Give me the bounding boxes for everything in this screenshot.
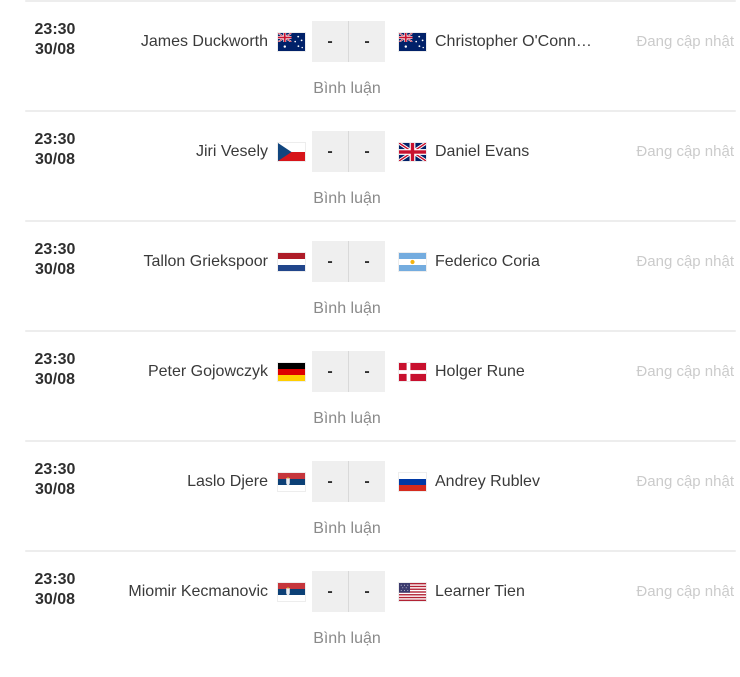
flag-germany-icon xyxy=(277,362,306,382)
match-time: 23:30 30/08 xyxy=(28,350,82,390)
score-player2: - xyxy=(364,253,370,270)
match-date: 30/08 xyxy=(34,591,76,608)
player2-name[interactable]: Andrey Rublev xyxy=(435,473,540,490)
match-row: 23:30 30/08 Jiri Vesely - - Daniel Evans… xyxy=(0,110,740,220)
score-player2: - xyxy=(364,363,370,380)
score-box: - - xyxy=(312,21,385,62)
player1-name[interactable]: Tallon Griekspoor xyxy=(143,253,269,270)
flag-russia-icon xyxy=(398,472,427,492)
match-row: 23:30 30/08 Peter Gojowczyk - - Holger R… xyxy=(0,330,740,440)
match-time-clock: 23:30 xyxy=(34,351,76,368)
score-player1: - xyxy=(327,583,333,600)
match-time: 23:30 30/08 xyxy=(28,570,82,610)
flag-united-states-icon xyxy=(398,582,427,602)
flag-united-kingdom-icon xyxy=(398,142,427,162)
match-row: 23:30 30/08 Laslo Djere - - Andrey Ruble… xyxy=(0,440,740,550)
match-date: 30/08 xyxy=(34,151,76,168)
match-time-clock: 23:30 xyxy=(34,571,76,588)
score-divider xyxy=(348,241,349,282)
match-row: 23:30 30/08 Tallon Griekspoor - - Federi… xyxy=(0,220,740,330)
flag-serbia-icon xyxy=(277,472,306,492)
player2-name[interactable]: Daniel Evans xyxy=(435,143,530,160)
score-player2: - xyxy=(364,143,370,160)
player1-name[interactable]: Laslo Djere xyxy=(187,473,268,490)
score-player1: - xyxy=(327,143,333,160)
flag-czech-republic-icon xyxy=(277,142,306,162)
score-player1: - xyxy=(327,363,333,380)
score-divider xyxy=(348,131,349,172)
match-time-clock: 23:30 xyxy=(34,461,76,478)
score-box: - - xyxy=(312,461,385,502)
score-player1: - xyxy=(327,253,333,270)
match-date: 30/08 xyxy=(34,481,76,498)
flag-australia-icon xyxy=(277,32,306,52)
comment-link[interactable]: Bình luận xyxy=(313,300,381,317)
score-box: - - xyxy=(312,241,385,282)
player2-name[interactable]: Learner Tien xyxy=(435,583,525,600)
player2-name[interactable]: Christopher O'Conn… xyxy=(435,33,592,50)
score-divider xyxy=(348,351,349,392)
match-time: 23:30 30/08 xyxy=(28,460,82,500)
score-divider xyxy=(348,571,349,612)
flag-netherlands-icon xyxy=(277,252,306,272)
comment-link[interactable]: Bình luận xyxy=(313,410,381,427)
match-time-clock: 23:30 xyxy=(34,21,76,38)
player2-name[interactable]: Federico Coria xyxy=(435,253,540,270)
match-row: 23:30 30/08 James Duckworth - - Christop… xyxy=(0,0,740,110)
score-divider xyxy=(348,21,349,62)
status-text: Đang cập nhật xyxy=(636,583,734,600)
score-player1: - xyxy=(327,473,333,490)
match-time-clock: 23:30 xyxy=(34,241,76,258)
score-box: - - xyxy=(312,131,385,172)
match-date: 30/08 xyxy=(34,41,76,58)
match-row: 23:30 30/08 Miomir Kecmanovic - - Learne… xyxy=(0,550,740,660)
match-time: 23:30 30/08 xyxy=(28,20,82,60)
player1-name[interactable]: Peter Gojowczyk xyxy=(147,363,268,380)
comment-link[interactable]: Bình luận xyxy=(313,80,381,97)
score-player1: - xyxy=(327,33,333,50)
score-player2: - xyxy=(364,473,370,490)
score-divider xyxy=(348,461,349,502)
status-text: Đang cập nhật xyxy=(636,253,734,270)
match-date: 30/08 xyxy=(34,261,76,278)
score-player2: - xyxy=(364,33,370,50)
player1-name[interactable]: James Duckworth xyxy=(140,33,268,50)
comment-link[interactable]: Bình luận xyxy=(313,190,381,207)
comment-link[interactable]: Bình luận xyxy=(313,520,381,537)
match-time-clock: 23:30 xyxy=(34,131,76,148)
player1-name[interactable]: Miomir Kecmanovic xyxy=(128,583,268,600)
score-box: - - xyxy=(312,351,385,392)
flag-australia-icon xyxy=(398,32,427,52)
comment-link[interactable]: Bình luận xyxy=(313,630,381,647)
flag-denmark-icon xyxy=(398,362,427,382)
status-text: Đang cập nhật xyxy=(636,143,734,160)
status-text: Đang cập nhật xyxy=(636,363,734,380)
match-time: 23:30 30/08 xyxy=(28,130,82,170)
match-date: 30/08 xyxy=(34,371,76,388)
flag-argentina-icon xyxy=(398,252,427,272)
status-text: Đang cập nhật xyxy=(636,33,734,50)
player2-name[interactable]: Holger Rune xyxy=(435,363,525,380)
flag-serbia-icon xyxy=(277,582,306,602)
player1-name[interactable]: Jiri Vesely xyxy=(195,143,268,160)
match-time: 23:30 30/08 xyxy=(28,240,82,280)
score-player2: - xyxy=(364,583,370,600)
status-text: Đang cập nhật xyxy=(636,473,734,490)
score-box: - - xyxy=(312,571,385,612)
